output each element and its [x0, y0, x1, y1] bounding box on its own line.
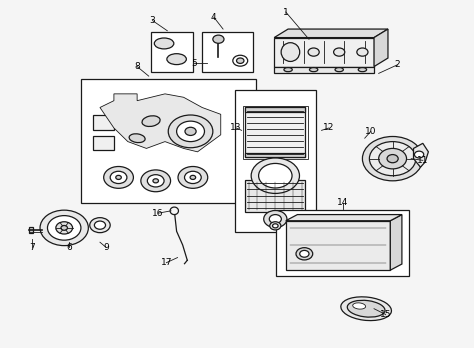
- Bar: [93, 136, 114, 150]
- Circle shape: [264, 211, 287, 228]
- Ellipse shape: [353, 303, 365, 309]
- Ellipse shape: [341, 297, 392, 321]
- Bar: [274, 38, 374, 66]
- Circle shape: [141, 170, 171, 192]
- Circle shape: [90, 218, 110, 233]
- Text: 5: 5: [191, 59, 197, 68]
- Circle shape: [270, 222, 281, 230]
- Text: 10: 10: [365, 127, 376, 136]
- Circle shape: [40, 210, 88, 246]
- Text: 3: 3: [150, 16, 155, 25]
- Ellipse shape: [167, 54, 186, 65]
- Circle shape: [269, 215, 282, 223]
- Circle shape: [300, 251, 309, 257]
- Ellipse shape: [310, 68, 318, 72]
- Bar: [82, 79, 255, 203]
- Text: 6: 6: [66, 243, 72, 252]
- Polygon shape: [286, 221, 390, 270]
- Circle shape: [334, 48, 345, 56]
- Circle shape: [273, 224, 278, 228]
- Circle shape: [116, 175, 121, 180]
- Text: 11: 11: [417, 156, 428, 165]
- Ellipse shape: [129, 134, 145, 143]
- Polygon shape: [413, 143, 428, 167]
- Bar: [243, 106, 308, 159]
- Text: 17: 17: [161, 258, 172, 267]
- Text: 8: 8: [134, 62, 140, 71]
- Text: 12: 12: [323, 124, 335, 133]
- Circle shape: [308, 48, 319, 56]
- Circle shape: [414, 151, 424, 158]
- Circle shape: [387, 155, 398, 163]
- Circle shape: [110, 171, 127, 183]
- Polygon shape: [286, 215, 402, 221]
- Polygon shape: [374, 29, 388, 66]
- Polygon shape: [390, 215, 402, 270]
- Ellipse shape: [335, 68, 343, 72]
- Circle shape: [185, 127, 196, 135]
- Ellipse shape: [347, 300, 385, 317]
- Bar: [29, 227, 33, 233]
- Circle shape: [259, 164, 292, 188]
- Bar: [245, 108, 305, 112]
- Circle shape: [379, 149, 407, 169]
- Bar: [93, 115, 114, 130]
- Bar: [235, 90, 316, 232]
- Circle shape: [190, 175, 196, 180]
- Ellipse shape: [155, 38, 174, 49]
- Circle shape: [153, 179, 158, 183]
- Ellipse shape: [281, 43, 300, 62]
- Circle shape: [168, 115, 213, 148]
- Circle shape: [56, 222, 73, 234]
- Circle shape: [177, 121, 204, 142]
- Circle shape: [233, 55, 248, 66]
- Bar: [274, 66, 374, 73]
- Text: 9: 9: [103, 243, 109, 252]
- Bar: [245, 108, 305, 157]
- Circle shape: [369, 142, 416, 176]
- Circle shape: [357, 48, 368, 56]
- Ellipse shape: [284, 68, 292, 72]
- Bar: [245, 180, 305, 212]
- Circle shape: [363, 136, 423, 181]
- Circle shape: [251, 158, 300, 193]
- Polygon shape: [100, 94, 221, 152]
- Circle shape: [184, 171, 201, 183]
- Circle shape: [61, 226, 67, 230]
- Text: 13: 13: [230, 124, 242, 133]
- Circle shape: [178, 166, 208, 188]
- Circle shape: [296, 248, 313, 260]
- Text: 15: 15: [380, 310, 392, 319]
- Bar: [202, 32, 253, 72]
- Polygon shape: [274, 29, 388, 38]
- Text: 7: 7: [29, 243, 35, 252]
- Text: 14: 14: [337, 198, 348, 207]
- Circle shape: [47, 216, 81, 240]
- Circle shape: [213, 35, 224, 43]
- Text: 2: 2: [394, 60, 400, 69]
- Text: 1: 1: [283, 8, 289, 16]
- Circle shape: [94, 221, 106, 229]
- Circle shape: [237, 58, 244, 63]
- Circle shape: [104, 166, 133, 188]
- Text: 4: 4: [211, 13, 217, 22]
- Bar: [245, 153, 305, 157]
- Bar: [151, 32, 193, 72]
- Ellipse shape: [142, 116, 160, 126]
- Ellipse shape: [358, 68, 366, 72]
- Circle shape: [283, 48, 294, 56]
- Bar: [276, 210, 409, 276]
- Circle shape: [147, 175, 164, 187]
- Text: 16: 16: [152, 209, 164, 218]
